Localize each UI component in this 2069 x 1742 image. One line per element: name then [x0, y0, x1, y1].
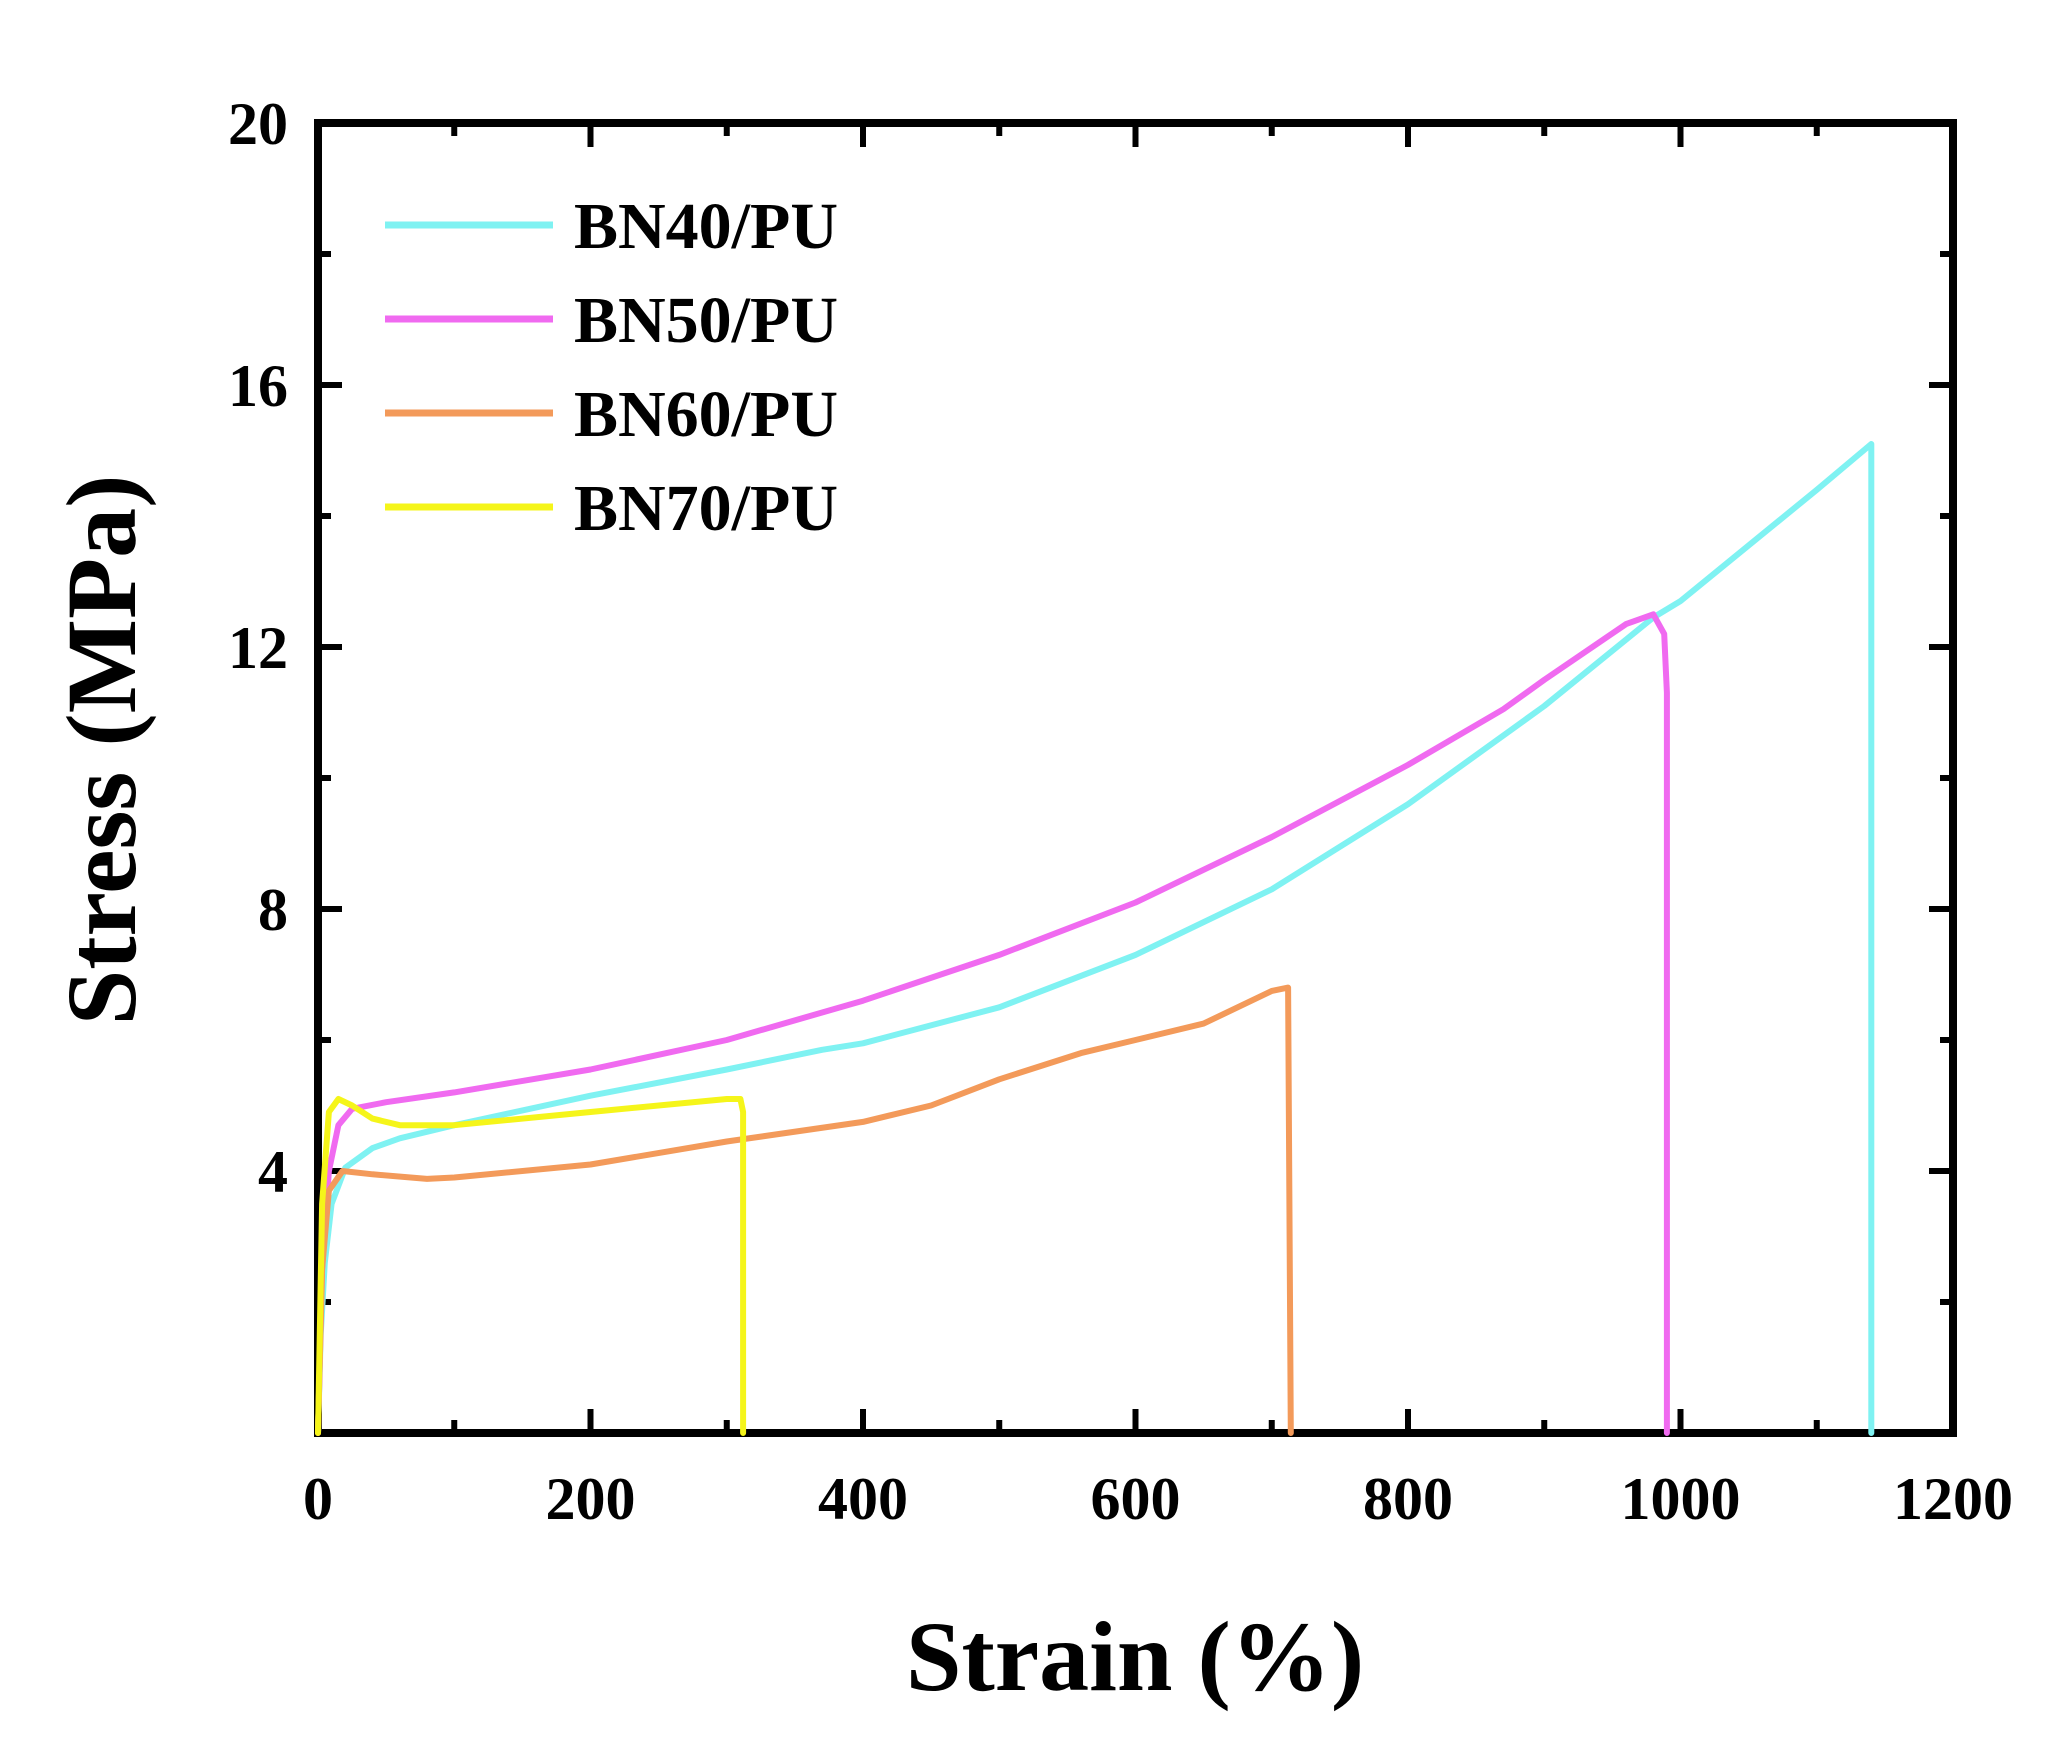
legend-label-bn70-pu: BN70/PU	[574, 472, 838, 545]
legend-label-bn60-pu: BN60/PU	[574, 378, 838, 451]
y-tick-label: 8	[258, 877, 288, 943]
axes	[314, 119, 1957, 1437]
y-tick-label: 12	[228, 615, 288, 681]
y-axis-title: Stress (MPa)	[46, 475, 157, 1026]
tick-labels: 0 200 400 600 800 1000 1200 4 8 12 16 20	[228, 91, 2013, 1532]
series-line-bn40-pu	[315, 441, 1875, 1436]
legend: BN40/PU BN50/PU BN60/PU BN70/PU	[385, 190, 838, 545]
legend-label-bn40-pu: BN40/PU	[574, 190, 838, 263]
series-line-bn70-pu	[315, 1096, 747, 1436]
x-tick-label: 800	[1363, 1466, 1453, 1532]
x-tick-label: 1000	[1621, 1466, 1741, 1532]
series-line-bn60-pu	[315, 984, 1294, 1436]
x-tick-label: 400	[818, 1466, 908, 1532]
legend-label-bn50-pu: BN50/PU	[574, 284, 838, 357]
y-tick-label: 16	[228, 353, 288, 419]
y-tick-label: 20	[228, 91, 288, 157]
x-axis-title: Strain (%)	[906, 1601, 1364, 1712]
x-tick-label: 200	[546, 1466, 636, 1532]
x-tick-label: 0	[303, 1466, 333, 1532]
y-tick-label: 4	[258, 1139, 288, 1205]
x-tick-label: 600	[1091, 1466, 1181, 1532]
series-lines	[315, 441, 1875, 1436]
series-line-bn50-pu	[315, 611, 1670, 1436]
plot-frame	[314, 119, 1957, 1437]
x-tick-label: 1200	[1893, 1466, 2013, 1532]
